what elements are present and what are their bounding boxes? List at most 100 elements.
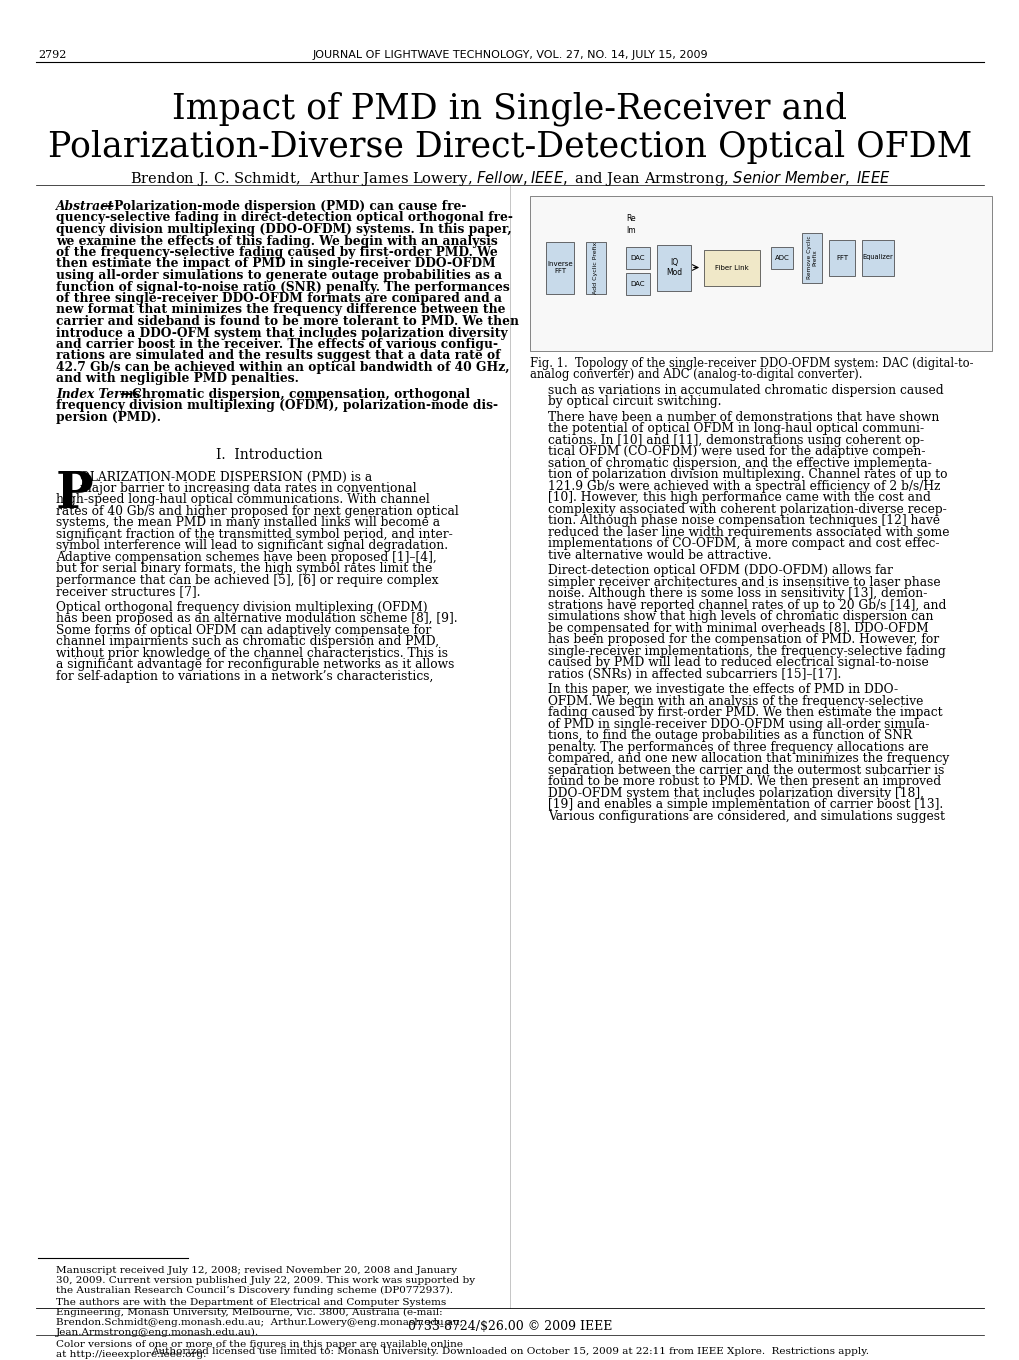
Text: complexity associated with coherent polarization-diverse recep-: complexity associated with coherent pola…	[547, 503, 946, 515]
Text: systems, the mean PMD in many installed links will become a: systems, the mean PMD in many installed …	[56, 517, 439, 529]
Bar	[828, 239, 854, 276]
Text: DDO-OFDM system that includes polarization diversity [18],: DDO-OFDM system that includes polarizati…	[547, 787, 923, 800]
Text: In this paper, we investigate the effects of PMD in DDO-: In this paper, we investigate the effect…	[547, 684, 898, 696]
Text: ratios (SNRs) in affected subcarriers [15]–[17].: ratios (SNRs) in affected subcarriers [1…	[547, 668, 841, 681]
Text: at http://ieeexplore.ieee.org.: at http://ieeexplore.ieee.org.	[56, 1350, 206, 1359]
Bar	[801, 233, 821, 283]
Text: without prior knowledge of the channel characteristics. This is: without prior knowledge of the channel c…	[56, 647, 447, 660]
Text: quency-selective fading in direct-detection optical orthogonal fre-: quency-selective fading in direct-detect…	[56, 212, 513, 224]
Text: Remove Cyclic
Prefix: Remove Cyclic Prefix	[806, 235, 816, 279]
Text: DAC: DAC	[630, 280, 645, 287]
Text: channel impairments such as chromatic dispersion and PMD,: channel impairments such as chromatic di…	[56, 635, 439, 649]
Text: high-speed long-haul optical communications. With channel: high-speed long-haul optical communicati…	[56, 494, 429, 506]
Text: Add Cyclic Prefix: Add Cyclic Prefix	[593, 241, 598, 294]
Text: frequency division multiplexing (OFDM), polarization-mode dis-: frequency division multiplexing (OFDM), …	[56, 400, 497, 412]
Text: carrier and sideband is found to be more tolerant to PMD. We then: carrier and sideband is found to be more…	[56, 316, 519, 328]
Bar	[703, 249, 759, 286]
Text: P: P	[56, 471, 94, 520]
Bar	[545, 242, 574, 294]
Text: Im: Im	[626, 226, 635, 235]
Text: of the frequency-selective fading caused by first-order PMD. We: of the frequency-selective fading caused…	[56, 246, 497, 258]
Bar	[656, 245, 690, 291]
Text: The authors are with the Department of Electrical and Computer Systems: The authors are with the Department of E…	[56, 1297, 446, 1307]
Text: cations. In [10] and [11], demonstrations using coherent op-: cations. In [10] and [11], demonstration…	[547, 434, 923, 447]
Text: a significant advantage for reconfigurable networks as it allows: a significant advantage for reconfigurab…	[56, 658, 453, 672]
Bar	[861, 239, 893, 276]
Text: OLARIZATION-MODE DISPERSION (PMD) is a: OLARIZATION-MODE DISPERSION (PMD) is a	[79, 471, 372, 484]
Text: fading caused by first-order PMD. We then estimate the impact: fading caused by first-order PMD. We the…	[547, 706, 942, 719]
Text: the potential of optical OFDM in long-haul optical communi-: the potential of optical OFDM in long-ha…	[547, 423, 923, 435]
Text: we examine the effects of this fading. We begin with an analysis: we examine the effects of this fading. W…	[56, 234, 497, 248]
Text: rations are simulated and the results suggest that a data rate of: rations are simulated and the results su…	[56, 350, 500, 363]
Text: performance that can be achieved [5], [6] or require complex: performance that can be achieved [5], [6…	[56, 574, 438, 588]
Text: receiver structures [7].: receiver structures [7].	[56, 586, 201, 598]
Text: 30, 2009. Current version published July 22, 2009. This work was supported by: 30, 2009. Current version published July…	[56, 1276, 475, 1285]
Text: then estimate the impact of PMD in single-receiver DDO-OFDM: then estimate the impact of PMD in singl…	[56, 257, 495, 271]
Text: Authorized licensed use limited to: Monash University. Downloaded on October 15,: Authorized licensed use limited to: Mona…	[151, 1346, 868, 1356]
Bar	[626, 272, 649, 295]
Text: separation between the carrier and the outermost subcarrier is: separation between the carrier and the o…	[547, 764, 944, 777]
Bar	[530, 196, 991, 351]
Text: simulations show that high levels of chromatic dispersion can: simulations show that high levels of chr…	[547, 611, 932, 623]
Text: 121.9 Gb/s were achieved with a spectral efficiency of 2 b/s/Hz: 121.9 Gb/s were achieved with a spectral…	[547, 480, 940, 492]
Text: Fiber Link: Fiber Link	[714, 264, 748, 271]
Text: Brendon J. C. Schmidt,  Arthur James Lowery, $\it{Fellow, IEEE,}$ and Jean Armst: Brendon J. C. Schmidt, Arthur James Lowe…	[129, 169, 890, 188]
Text: caused by PMD will lead to reduced electrical signal-to-noise: caused by PMD will lead to reduced elect…	[547, 657, 928, 669]
Text: for self-adaption to variations in a network’s characteristics,: for self-adaption to variations in a net…	[56, 670, 433, 683]
Text: compared, and one new allocation that minimizes the frequency: compared, and one new allocation that mi…	[547, 752, 949, 766]
Text: of three single-receiver DDO-OFDM formats are compared and a: of three single-receiver DDO-OFDM format…	[56, 292, 501, 305]
Text: using all-order simulations to generate outage probabilities as a: using all-order simulations to generate …	[56, 269, 501, 282]
Bar	[586, 242, 605, 294]
Bar	[770, 246, 792, 268]
Text: Optical orthogonal frequency division multiplexing (OFDM): Optical orthogonal frequency division mu…	[56, 601, 427, 613]
Text: noise. Although there is some loss in sensitivity [13], demon-: noise. Although there is some loss in se…	[547, 588, 926, 601]
Text: the Australian Research Council’s Discovery funding scheme (DP0772937).: the Australian Research Council’s Discov…	[56, 1287, 452, 1295]
Text: Some forms of optical OFDM can adaptively compensate for: Some forms of optical OFDM can adaptivel…	[56, 624, 431, 636]
Text: be compensated for with minimal overheads [8]. DDO-OFDM: be compensated for with minimal overhead…	[547, 622, 928, 635]
Text: tical OFDM (CO-OFDM) were used for the adaptive compen-: tical OFDM (CO-OFDM) were used for the a…	[547, 446, 924, 458]
Text: I.  ​Introduction: I. ​Introduction	[215, 449, 322, 462]
Text: Abstract: Abstract	[56, 200, 114, 214]
Text: has been proposed as an alternative modulation scheme [8], [9].: has been proposed as an alternative modu…	[56, 612, 458, 626]
Text: —Polarization-mode dispersion (PMD) can cause fre-: —Polarization-mode dispersion (PMD) can …	[102, 200, 466, 214]
Text: Fig. 1.  Topology of the single-receiver DDO-OFDM system: DAC (digital-to-: Fig. 1. Topology of the single-receiver …	[530, 356, 972, 370]
Text: Manuscript received July 12, 2008; revised November 20, 2008 and January: Manuscript received July 12, 2008; revis…	[56, 1266, 457, 1276]
Text: DAC: DAC	[630, 254, 645, 261]
Text: has been proposed for the compensation of PMD. However, for: has been proposed for the compensation o…	[547, 634, 938, 646]
Text: symbol interference will lead to significant signal degradation.: symbol interference will lead to signifi…	[56, 540, 447, 552]
Text: tive alternative would be attractive.: tive alternative would be attractive.	[547, 549, 770, 562]
Text: FFT: FFT	[836, 254, 847, 261]
Text: but for serial binary formats, the high symbol rates limit the: but for serial binary formats, the high …	[56, 563, 432, 575]
Text: —Chromatic dispersion, compensation, orthogonal: —Chromatic dispersion, compensation, ort…	[120, 388, 470, 401]
Text: quency division multiplexing (DDO-OFDM) systems. In this paper,: quency division multiplexing (DDO-OFDM) …	[56, 223, 512, 237]
Text: found to be more robust to PMD. We then present an improved: found to be more robust to PMD. We then …	[547, 775, 941, 789]
Text: rates of 40 Gb/s and higher proposed for next generation optical: rates of 40 Gb/s and higher proposed for…	[56, 505, 459, 518]
Text: OFDM. We begin with an analysis of the frequency-selective: OFDM. We begin with an analysis of the f…	[547, 695, 922, 709]
Text: Index Terms: Index Terms	[56, 388, 141, 401]
Text: and with negligible PMD penalties.: and with negligible PMD penalties.	[56, 373, 299, 385]
Text: 2792: 2792	[38, 50, 66, 60]
Text: Polarization-Diverse Direct-Detection Optical OFDM: Polarization-Diverse Direct-Detection Op…	[48, 131, 971, 165]
Text: such as variations in accumulated chromatic dispersion caused: such as variations in accumulated chroma…	[547, 384, 943, 397]
Text: introduce a DDO-OFM system that includes polarization diversity: introduce a DDO-OFM system that includes…	[56, 326, 507, 340]
Text: by optical circuit switching.: by optical circuit switching.	[547, 396, 720, 408]
Text: ADC: ADC	[773, 254, 789, 261]
Text: Equalizer: Equalizer	[862, 254, 893, 261]
Text: significant fraction of the transmitted symbol period, and inter-: significant fraction of the transmitted …	[56, 528, 452, 541]
Text: Re: Re	[626, 214, 635, 223]
Text: tion. Although phase noise compensation techniques [12] have: tion. Although phase noise compensation …	[547, 514, 940, 528]
Text: strations have reported channel rates of up to 20 Gb/s [14], and: strations have reported channel rates of…	[547, 598, 946, 612]
Text: tions, to find the outage probabilities as a function of SNR: tions, to find the outage probabilities …	[547, 729, 911, 743]
Text: analog converter) and ADC (analog-to-digital converter).: analog converter) and ADC (analog-to-dig…	[530, 369, 862, 382]
Text: penalty. The performances of three frequency allocations are: penalty. The performances of three frequ…	[547, 741, 927, 753]
Text: function of signal-to-noise ratio (SNR) penalty. The performances: function of signal-to-noise ratio (SNR) …	[56, 280, 510, 294]
Bar	[626, 246, 649, 268]
Text: Various configurations are considered, and simulations suggest: Various configurations are considered, a…	[547, 811, 944, 823]
Text: major barrier to increasing data rates in conventional: major barrier to increasing data rates i…	[79, 481, 416, 495]
Text: reduced the laser line width requirements associated with some: reduced the laser line width requirement…	[547, 526, 949, 539]
Text: simpler receiver architectures and is insensitive to laser phase: simpler receiver architectures and is in…	[547, 577, 940, 589]
Text: new format that minimizes the frequency difference between the: new format that minimizes the frequency …	[56, 303, 505, 317]
Text: 42.7 Gb/s can be achieved within an optical bandwidth of 40 GHz,: 42.7 Gb/s can be achieved within an opti…	[56, 360, 510, 374]
Text: and carrier boost in the receiver. The effects of various configu-: and carrier boost in the receiver. The e…	[56, 339, 497, 351]
Text: persion (PMD).: persion (PMD).	[56, 411, 161, 424]
